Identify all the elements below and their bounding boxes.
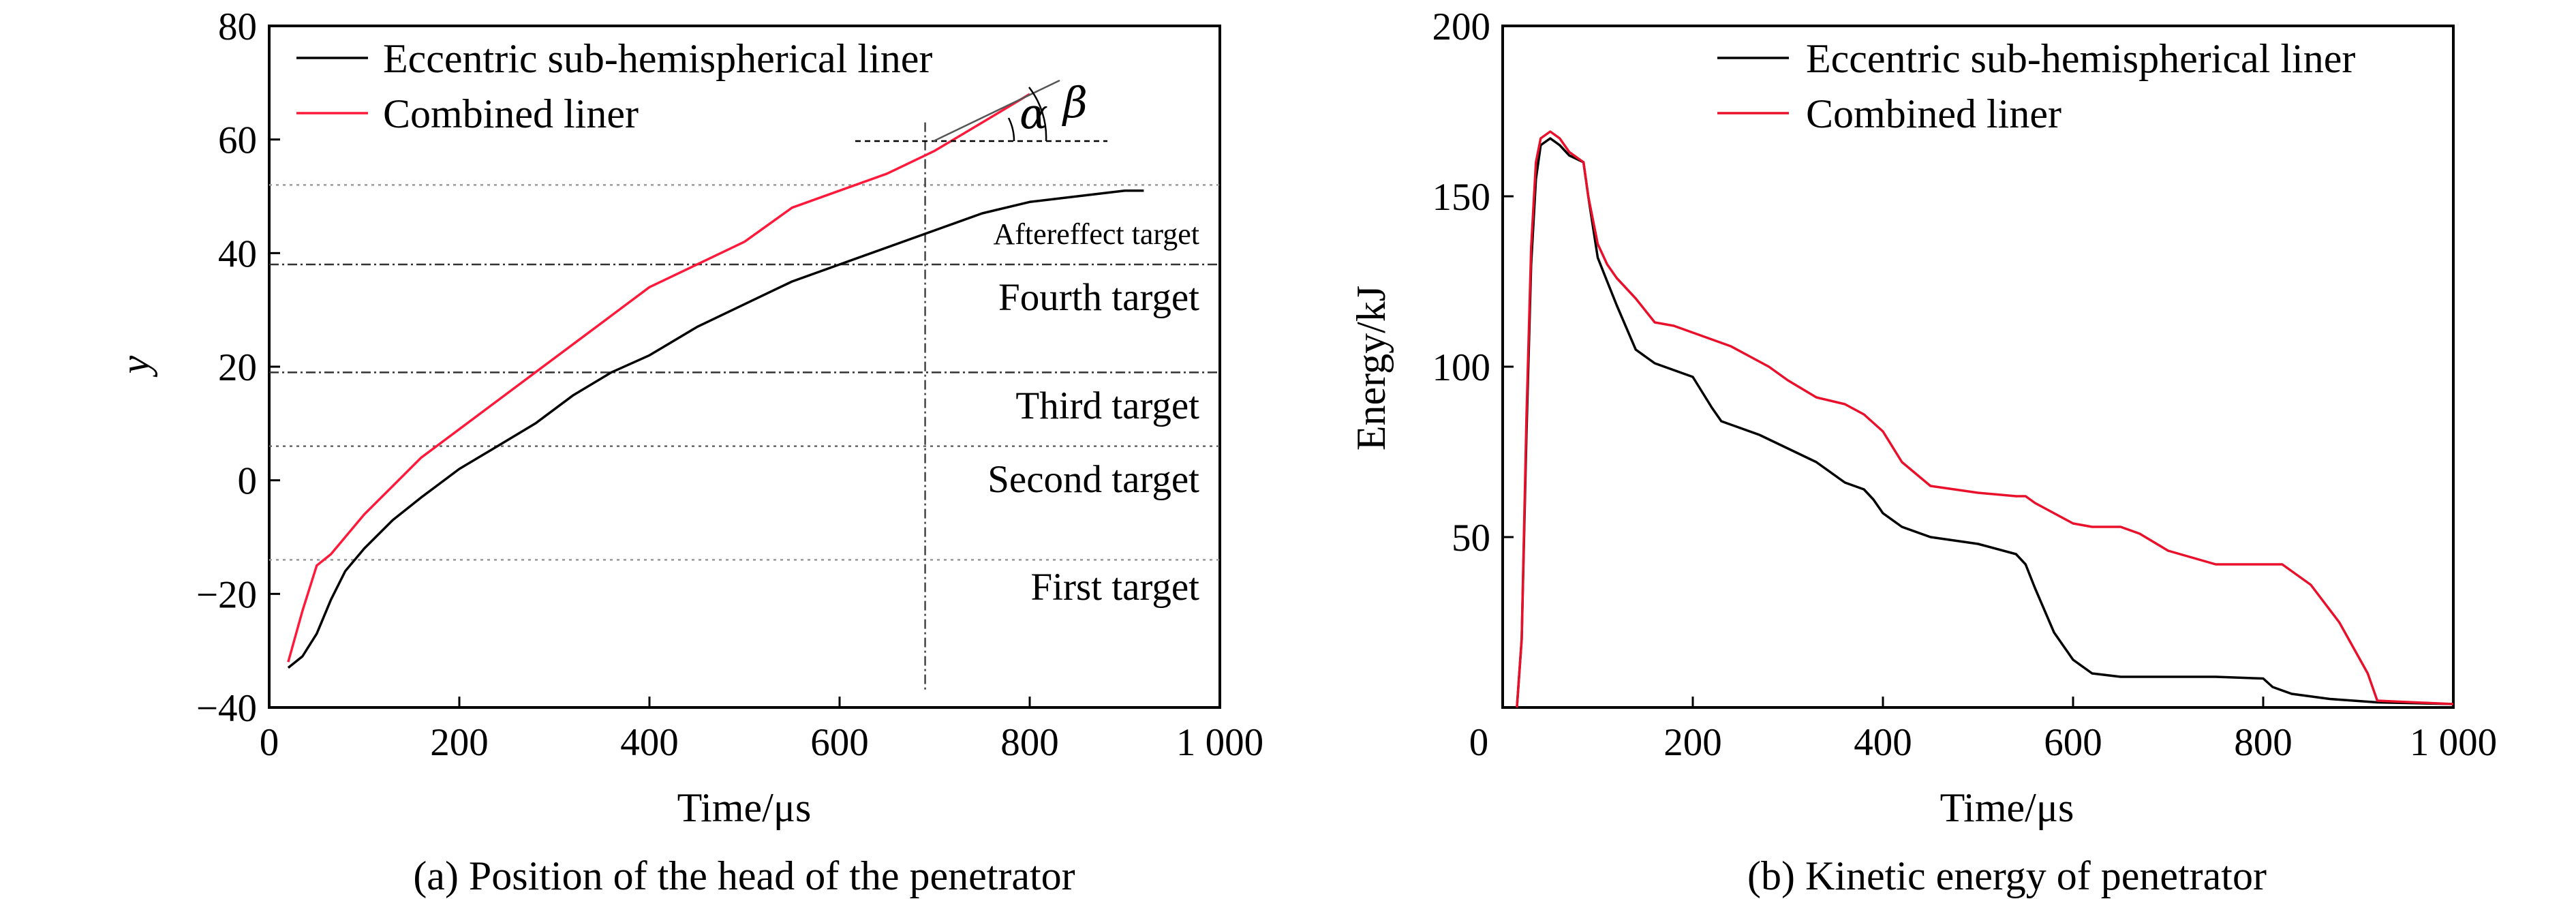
chart-b-xtick-label: 800 — [2234, 721, 2293, 764]
legend-a-label-1: Combined liner — [383, 91, 639, 136]
beta-label: β — [1062, 78, 1088, 127]
legend-a-label-0: Eccentric sub-hemispherical liner — [383, 36, 932, 81]
region-label-first: First target — [1030, 566, 1199, 609]
region-label-third: Third target — [1015, 384, 1199, 427]
chart-a-series-1-line — [287, 93, 1030, 662]
chart-b-ytick-label: 150 — [1432, 176, 1491, 219]
chart-b-xtick-label: 600 — [2044, 721, 2102, 764]
chart-b-xtick-label: 400 — [1854, 721, 1912, 764]
chart-a-legend: Eccentric sub-hemispherical liner Combin… — [296, 36, 932, 136]
chart-b-ytick-label: 50 — [1452, 517, 1490, 560]
chart-b: 200 400 600 800 1 000 50 100 150 200 0 Time/μs E… — [1349, 5, 2497, 898]
chart-a-ytick-label: 60 — [218, 119, 257, 162]
chart-b-xtick-label: 200 — [1663, 721, 1722, 764]
chart-a: 0 200 400 600 800 1 000 −40 −20 0 20 40 60 80 Time/μ… — [112, 5, 1263, 898]
chart-a-caption: (a) Position of the head of the penetrat… — [413, 853, 1075, 898]
chart-a-xtick-label: 600 — [810, 721, 869, 764]
chart-a-ylabel: y — [112, 355, 157, 378]
chart-b-origin-label: 0 — [1469, 721, 1489, 764]
chart-a-ytick-label: 40 — [218, 232, 257, 275]
alpha-arc — [1007, 117, 1015, 142]
chart-a-xtick-label: 1 000 — [1176, 721, 1263, 764]
angle-tangent-line — [933, 79, 1060, 142]
chart-a-ytick-label: 20 — [218, 346, 257, 389]
chart-a-xtick-label: 200 — [430, 721, 489, 764]
region-label-fourth: Fourth target — [998, 276, 1199, 319]
chart-a-xtick-label: 800 — [1000, 721, 1059, 764]
legend-b-label-0: Eccentric sub-hemispherical liner — [1806, 36, 2355, 81]
chart-a-series-0-line — [287, 189, 1144, 669]
chart-a-ytick-label: 0 — [238, 460, 258, 503]
beta-arc — [1028, 87, 1047, 142]
region-label-second: Second target — [987, 458, 1199, 501]
alpha-label: α — [1019, 89, 1048, 138]
chart-b-ylabel: Energy/kJ — [1349, 286, 1394, 451]
chart-b-legend: Eccentric sub-hemispherical liner Combin… — [1717, 36, 2355, 136]
chart-b-xtick-label: 1 000 — [2410, 721, 2497, 764]
chart-b-caption: (b) Kinetic energy of penetrator — [1747, 853, 2267, 898]
chart-a-xtick-label: 0 — [260, 721, 279, 764]
chart-a-xlabel: Time/μs — [677, 785, 812, 830]
chart-b-series-1-line — [1516, 130, 2454, 708]
chart-b-ytick-label: 100 — [1432, 346, 1491, 389]
chart-a-ytick-label: −20 — [196, 573, 257, 616]
chart-a-ytick-label: 80 — [218, 5, 257, 48]
chart-a-ytick-label: −40 — [196, 687, 257, 730]
chart-a-xtick-label: 400 — [620, 721, 679, 764]
chart-b-xlabel: Time/μs — [1940, 785, 2074, 830]
chart-b-series-0-line — [1516, 137, 2454, 708]
chart-b-ytick-label: 200 — [1432, 5, 1491, 48]
legend-b-label-1: Combined liner — [1806, 91, 2061, 136]
angle-annotation: α β — [855, 78, 1107, 142]
region-label-aftereffect: Aftereffect target — [993, 217, 1199, 251]
